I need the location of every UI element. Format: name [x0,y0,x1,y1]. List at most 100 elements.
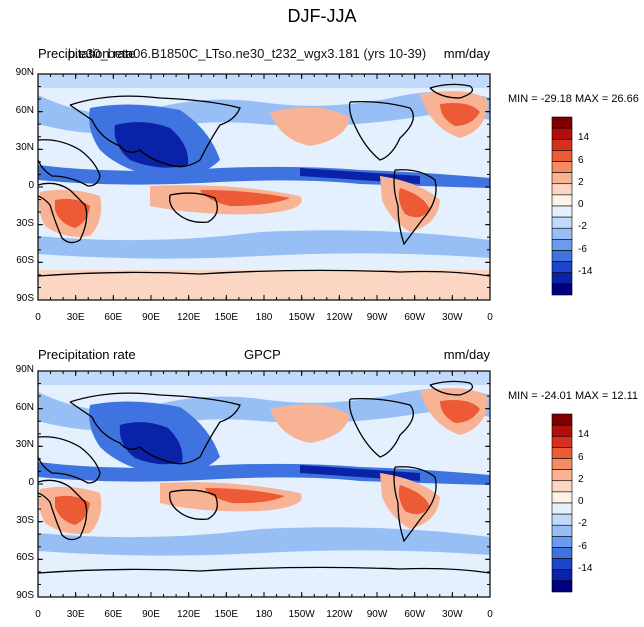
panel1-minmax: MIN = -29.18 MAX = 26.66 [508,93,639,105]
panel2-lon-tick-label: 60E [104,609,123,620]
panel2-colorbar-label: 14 [578,429,590,441]
panel2-colorbar-label: -6 [578,540,587,552]
panel2-lon-tick-label: 150W [288,609,315,620]
colorbar-swatch [551,216,573,229]
panel2-lon-tick-label: 150E [214,609,238,620]
panel2-coastlines [38,380,490,574]
colorbar-swatch [551,469,573,482]
panel1-lon-tick-label: 120W [326,312,353,323]
colorbar-swatch [551,172,573,185]
colorbar-swatch [551,283,573,296]
panel1-lon-tick-label: 30E [66,312,85,323]
panel1-lon-tick-label: 90W [366,312,388,323]
colorbar-swatch [551,424,573,437]
colorbar-swatch [551,127,573,140]
colorbar-swatch [551,194,573,207]
panel1-lat-tick-label: 30N [15,142,34,154]
panel1-lon-tick-label: 0 [35,312,41,323]
panel1-lon-tick-label: 90E [142,312,160,323]
panel2-colorbar-label: 2 [578,473,584,485]
panel2-colorbar-label: 6 [578,451,584,463]
colorbar-swatch [551,491,573,504]
panel1-lat-tick-label: 30S [16,217,34,229]
colorbars [551,116,573,593]
panel2-colorbar-label: -2 [578,518,587,530]
panel1-lat-tick-label: 60S [16,255,34,267]
panel2-lon-tick-label: 120E [176,609,201,620]
colorbar-swatch [551,458,573,470]
panel2-lon-tick-label: 30E [66,609,85,620]
panel1-lat-tick-label: 90N [15,67,34,78]
panel1-lon-tick-label: 180 [255,312,273,323]
colorbar-swatch [551,480,573,493]
colorbar-swatch [551,138,573,151]
panel1-lat-tick-label: 60N [15,104,34,116]
colorbar-swatch [551,150,573,162]
panel1-lat-tick-label: 0 [28,180,34,191]
colorbar-swatch [551,261,573,274]
panel2-colorbar-label: -14 [578,562,593,574]
panel2-lat-tick-label: 30S [16,514,34,526]
panel2-lon-tick-label: 90E [142,609,160,620]
colorbar-swatch [551,239,573,251]
panel1-lat-tick-label: 90S [16,293,34,304]
colorbar-swatch [551,116,573,129]
panel1-map [38,74,490,300]
panel2-lon-tick-label: 0 [35,609,41,620]
panel2-minmax: MIN = -24.01 MAX = 12.11 [508,390,639,402]
colorbar-swatch [551,205,573,218]
panel2-lon-tick-label: 120W [326,609,353,620]
panel2-lat-tick-label: 30N [15,439,34,451]
panel1-lon-tick-label: 120E [176,312,201,323]
panel2-lon-tick-label: 180 [255,609,273,620]
panel2-lat-tick-label: 90N [15,364,34,375]
panel1-colorbar-label: -2 [578,221,587,233]
panel1-lon-tick-label: 30W [442,312,463,323]
panel2-lon-tick-label: 90W [366,609,388,620]
panel2-case-label: GPCP [244,347,281,362]
panel1-lon-tick-label: 150W [288,312,315,323]
colorbar-swatch [551,227,573,240]
colorbar-swatch [551,524,573,537]
panel1-units-label: mm/day [443,46,490,61]
panel1-lon-tick-label: 60E [104,312,123,323]
panel2-lon-tick-label: 0 [487,609,493,620]
panel2-lat-tick-label: 60S [16,552,34,564]
panel1-lon-tick-label: 150E [214,312,238,323]
panel1-case-label: b.e30_beta06.B1850C_LTso.ne30_t232_wgx3.… [68,46,427,61]
panel2-variable-label: Precipitation rate [38,347,136,362]
colorbar-swatch [551,272,573,285]
colorbar-swatch [551,513,573,526]
panel2-lat-tick-label: 60N [15,401,34,413]
panel1-lon-tick-label: 0 [487,312,493,323]
colorbar-swatch [551,250,573,262]
colorbar-swatch [551,558,573,571]
colorbar-swatch [551,536,573,548]
panel2-lon-tick-label: 30W [442,609,463,620]
colorbar-swatch [551,413,573,426]
panel1-colorbar-label: 0 [578,199,584,210]
figure-title: DJF-JJA [287,6,357,26]
panel1-colorbar-label: -14 [578,265,593,277]
panel1-colorbar-label: 6 [578,154,584,166]
panel2-units-label: mm/day [443,347,490,362]
colorbar-swatch [551,547,573,559]
colorbar-swatch [551,580,573,593]
panel1-lon-tick-label: 60W [404,312,425,323]
colorbar-swatch [551,502,573,515]
colorbar-swatch [551,447,573,459]
panel1-variable-label: Precipitation rate [38,46,136,61]
colorbar-swatch [551,183,573,196]
panel1-coastlines [38,83,490,277]
panel2-lon-tick-label: 60W [404,609,425,620]
panel1-colorbar-label: 14 [578,132,590,144]
colorbar-swatch [551,161,573,173]
panel2-colorbar-label: 0 [578,496,584,507]
panel2-lat-tick-label: 90S [16,590,34,601]
axis-ticks [37,73,491,598]
panel2-lat-tick-label: 0 [28,477,34,488]
panel2-map [38,371,490,597]
panel1-colorbar-label: 2 [578,176,584,188]
colorbar-swatch [551,435,573,448]
